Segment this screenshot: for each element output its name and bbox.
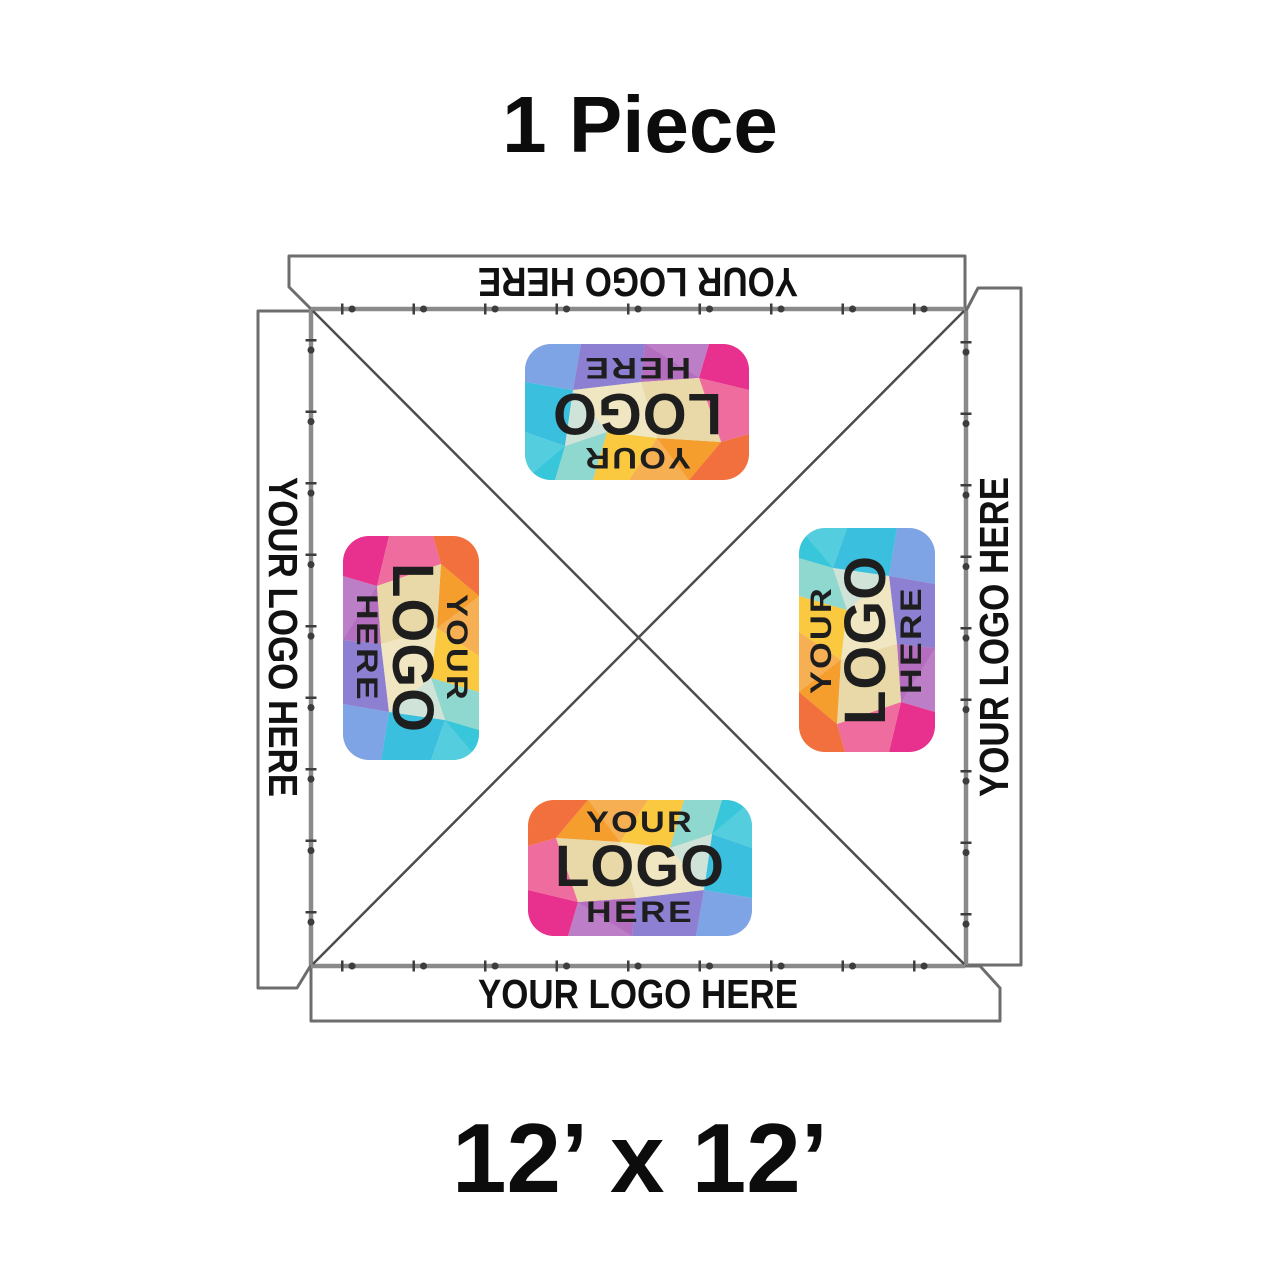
logo-line-here: HERE [586,896,694,929]
valance-top-label: YOUR LOGO HERE [478,259,798,305]
logo-line-logo: LOGO [555,834,725,899]
logo-line-your: YOUR [805,586,838,694]
logo-placeholder-left: YOUR LOGO HERE [343,536,479,760]
diagonal-seam-tr-bl [312,310,965,965]
logo-line-your: YOUR [440,594,473,702]
valance-right: YOUR LOGO HERE [964,286,1023,967]
logo-placeholder-top: YOUR LOGO HERE [525,344,749,480]
logo-line-logo: LOGO [380,563,445,733]
logo-line-here: HERE [583,351,691,384]
logo-placeholder-right: YOUR LOGO HERE [799,528,935,752]
piece-count-title: 1 Piece [502,80,778,169]
logo-line-your: YOUR [586,806,694,839]
valance-top: YOUR LOGO HERE [287,254,967,311]
logo-line-logo: LOGO [552,381,722,446]
logo-line-your: YOUR [583,441,691,474]
logo-line-here: HERE [895,586,928,694]
valance-bottom-label: YOUR LOGO HERE [478,971,798,1017]
valance-bottom: YOUR LOGO HERE [309,964,1002,1023]
valance-left-label: YOUR LOGO HERE [260,477,306,797]
valance-right-label: YOUR LOGO HERE [971,477,1017,797]
valance-left-panel [256,309,313,990]
logo-placeholder-bottom: YOUR LOGO HERE [528,800,752,936]
valance-left: YOUR LOGO HERE [256,309,313,990]
size-label: 12’ x 12’ [452,1103,828,1213]
logo-line-logo: LOGO [833,555,898,725]
logo-line-here: HERE [350,594,383,702]
